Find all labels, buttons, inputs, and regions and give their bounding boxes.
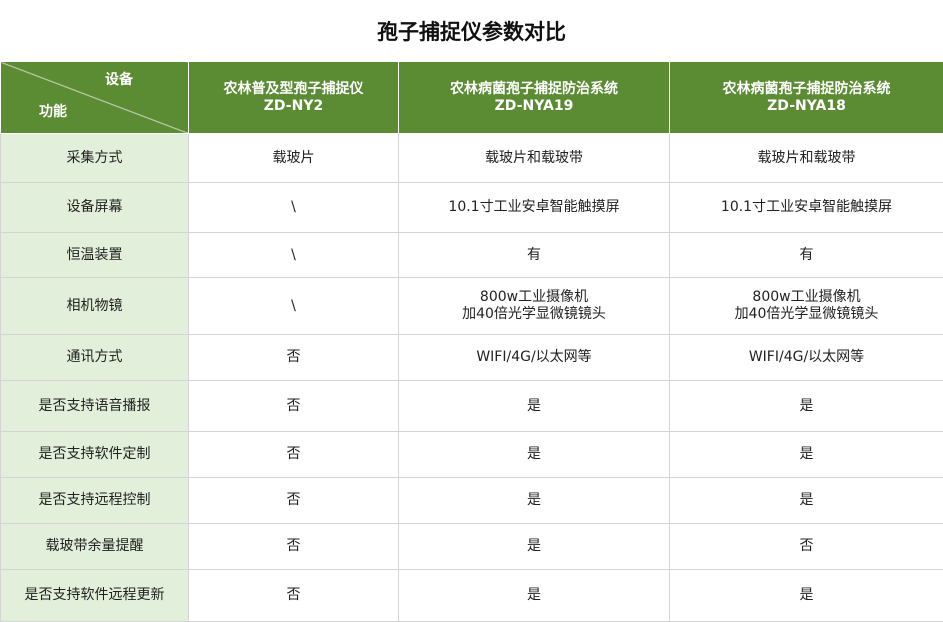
device-model: ZD-NYA19 — [399, 98, 669, 115]
table-row: 载玻带余量提醒否是否 — [1, 524, 943, 570]
value-cell: WIFI/4G/以太网等 — [399, 335, 670, 381]
corner-header: 设备功能 — [1, 62, 189, 134]
value-cell: 800w工业摄像机 加40倍光学显微镜镜头 — [670, 278, 943, 335]
device-model: ZD-NYA18 — [670, 98, 943, 115]
value-cell: 是 — [399, 570, 670, 622]
value-cell: 是 — [670, 381, 943, 432]
device-model: ZD-NY2 — [189, 98, 398, 115]
function-cell: 通讯方式 — [1, 335, 189, 381]
value-cell: 否 — [670, 524, 943, 570]
function-cell: 恒温装置 — [1, 233, 189, 278]
value-cell: 否 — [189, 432, 399, 478]
value-cell: 是 — [399, 432, 670, 478]
function-cell: 载玻带余量提醒 — [1, 524, 189, 570]
value-cell: 有 — [399, 233, 670, 278]
value-cell: 否 — [189, 570, 399, 622]
value-cell: 有 — [670, 233, 943, 278]
value-cell: 载玻片 — [189, 134, 399, 183]
table-row: 是否支持语音播报否是是 — [1, 381, 943, 432]
table-row: 恒温装置\有有 — [1, 233, 943, 278]
function-label: 功能 — [39, 104, 67, 121]
value-cell: 是 — [399, 478, 670, 524]
value-cell: 10.1寸工业安卓智能触摸屏 — [399, 183, 670, 233]
device-label: 设备 — [105, 72, 133, 89]
value-cell: \ — [189, 278, 399, 335]
table-row: 是否支持软件定制否是是 — [1, 432, 943, 478]
value-cell: WIFI/4G/以太网等 — [670, 335, 943, 381]
value-cell: \ — [189, 233, 399, 278]
value-cell: 否 — [189, 478, 399, 524]
value-cell: 否 — [189, 335, 399, 381]
value-cell: 载玻片和载玻带 — [670, 134, 943, 183]
device-name: 农林普及型孢子捕捉仪 — [189, 81, 398, 98]
value-cell: 是 — [670, 478, 943, 524]
table-row: 采集方式载玻片载玻片和载玻带载玻片和载玻带 — [1, 134, 943, 183]
function-cell: 是否支持软件远程更新 — [1, 570, 189, 622]
value-cell: 是 — [670, 570, 943, 622]
device-name: 农林病菌孢子捕捉防治系统 — [399, 81, 669, 98]
value-cell: \ — [189, 183, 399, 233]
value-cell: 否 — [189, 381, 399, 432]
value-cell: 10.1寸工业安卓智能触摸屏 — [670, 183, 943, 233]
value-cell: 800w工业摄像机 加40倍光学显微镜镜头 — [399, 278, 670, 335]
function-cell: 是否支持远程控制 — [1, 478, 189, 524]
value-cell: 是 — [670, 432, 943, 478]
table-row: 是否支持软件远程更新否是是 — [1, 570, 943, 622]
function-cell: 是否支持软件定制 — [1, 432, 189, 478]
value-cell: 否 — [189, 524, 399, 570]
value-cell: 是 — [399, 381, 670, 432]
function-cell: 采集方式 — [1, 134, 189, 183]
page-title: 孢子捕捉仪参数对比 — [0, 0, 943, 61]
function-cell: 是否支持语音播报 — [1, 381, 189, 432]
table-row: 是否支持远程控制否是是 — [1, 478, 943, 524]
value-cell: 载玻片和载玻带 — [399, 134, 670, 183]
function-cell: 相机物镜 — [1, 278, 189, 335]
device-name: 农林病菌孢子捕捉防治系统 — [670, 81, 943, 98]
value-cell: 是 — [399, 524, 670, 570]
function-cell: 设备屏幕 — [1, 183, 189, 233]
